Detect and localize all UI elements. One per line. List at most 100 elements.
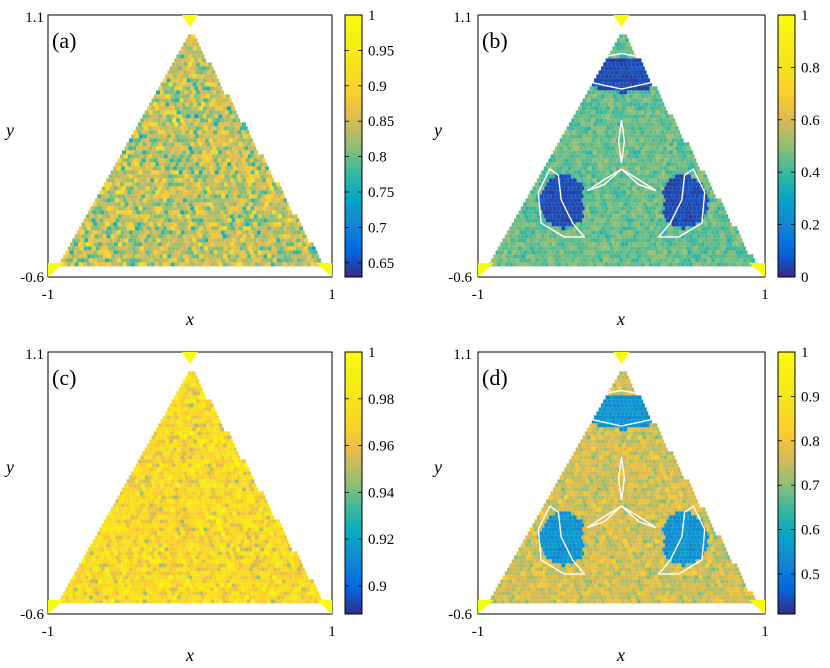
heatmap-cell (646, 154, 651, 159)
heatmap-cell (263, 218, 268, 223)
heatmap-cell (113, 214, 118, 219)
heatmap-cell (704, 262, 709, 267)
heatmap-cell (161, 94, 166, 99)
heatmap-cell (578, 218, 582, 223)
heatmap-cell (134, 479, 139, 484)
heatmap-cell (595, 194, 600, 199)
heatmap-cell (175, 98, 180, 103)
heatmap-cell (266, 170, 271, 175)
heatmap-cell (159, 98, 164, 103)
heatmap-cell (201, 66, 206, 71)
heatmap-cell (240, 174, 245, 179)
heatmap-cell (229, 503, 233, 508)
heatmap-cell (220, 174, 225, 179)
heatmap-cell (186, 395, 191, 400)
heatmap-cell (263, 190, 268, 195)
heatmap-cell (528, 234, 533, 239)
heatmap-cell (165, 495, 170, 500)
heatmap-cell (90, 242, 94, 247)
heatmap-cell (179, 443, 183, 448)
heatmap-cell (201, 102, 206, 107)
heatmap-cell (537, 226, 542, 231)
heatmap-cell (166, 150, 171, 155)
heatmap-cell (171, 62, 176, 67)
heatmap-cell (146, 150, 151, 155)
heatmap-cell (248, 210, 253, 215)
heatmap-cell (108, 202, 113, 207)
heatmap-cell (181, 186, 186, 191)
heatmap-cell (644, 186, 649, 191)
heatmap-cell (225, 130, 230, 135)
heatmap-cell (627, 82, 632, 87)
heatmap-cell (660, 206, 665, 211)
heatmap-cell (185, 495, 190, 500)
heatmap-cell (606, 218, 610, 223)
heatmap-cell (634, 190, 638, 195)
heatmap-cell (169, 222, 174, 227)
heatmap-cell (550, 190, 554, 195)
heatmap-cell (174, 86, 179, 91)
heatmap-cell (151, 126, 156, 131)
heatmap-cell (263, 254, 268, 259)
heatmap-cell (166, 234, 171, 239)
heatmap-cell (183, 491, 188, 496)
heatmap-cell (652, 150, 657, 155)
heatmap-cell (610, 162, 614, 167)
heatmap-cell (185, 214, 190, 219)
heatmap-cell (179, 218, 184, 223)
heatmap-cell (714, 210, 719, 215)
heatmap-cell (575, 250, 580, 255)
heatmap-cell (598, 210, 603, 215)
heatmap-cell (180, 46, 185, 51)
heatmap-cell (189, 166, 193, 171)
heatmap-cell (548, 242, 553, 247)
heatmap-cell (162, 451, 167, 456)
heatmap-cell (198, 170, 203, 175)
heatmap-cell (168, 511, 173, 516)
heatmap-cell (286, 206, 291, 211)
heatmap-cell (590, 238, 595, 243)
heatmap-cell (206, 507, 211, 512)
heatmap-cell (686, 162, 690, 167)
heatmap-cell (129, 523, 134, 528)
heatmap-cell (149, 439, 154, 444)
heatmap-cell (170, 114, 175, 119)
heatmap-cell (110, 206, 115, 211)
heatmap-cell (255, 527, 260, 532)
heatmap-cell (685, 198, 690, 203)
heatmap-cell (72, 258, 77, 263)
heatmap-cell (223, 190, 228, 195)
heatmap-cell (140, 455, 145, 460)
heatmap-cell (171, 226, 175, 231)
heatmap-cell (237, 459, 242, 464)
heatmap-cell (174, 150, 179, 155)
heatmap-cell (123, 499, 128, 504)
heatmap-cell (623, 166, 628, 171)
heatmap-cell (188, 82, 193, 87)
heatmap-cell (704, 178, 709, 183)
heatmap-cell (143, 154, 148, 159)
heatmap-cell (209, 66, 214, 71)
heatmap-cell (299, 226, 303, 231)
heatmap-cell (247, 218, 252, 223)
heatmap-cell (253, 194, 258, 199)
heatmap-cell (583, 258, 588, 263)
heatmap-cell (241, 459, 246, 464)
heatmap-cell (287, 254, 292, 259)
heatmap-cell (159, 471, 164, 476)
heatmap-cell (725, 246, 730, 251)
heatmap-cell (178, 170, 183, 175)
heatmap-cell (655, 166, 660, 171)
heatmap-cell (678, 238, 683, 243)
heatmap-cell (146, 170, 151, 175)
heatmap-cell (288, 210, 293, 215)
heatmap-cell (186, 150, 191, 155)
heatmap-cell (601, 114, 606, 119)
heatmap-cell (183, 226, 187, 231)
heatmap-cell (569, 198, 574, 203)
heatmap-cell (537, 254, 542, 259)
heatmap-cell (181, 158, 186, 163)
heatmap-cell (194, 50, 199, 55)
heatmap-cell (246, 178, 251, 183)
heatmap-cell (152, 202, 157, 207)
